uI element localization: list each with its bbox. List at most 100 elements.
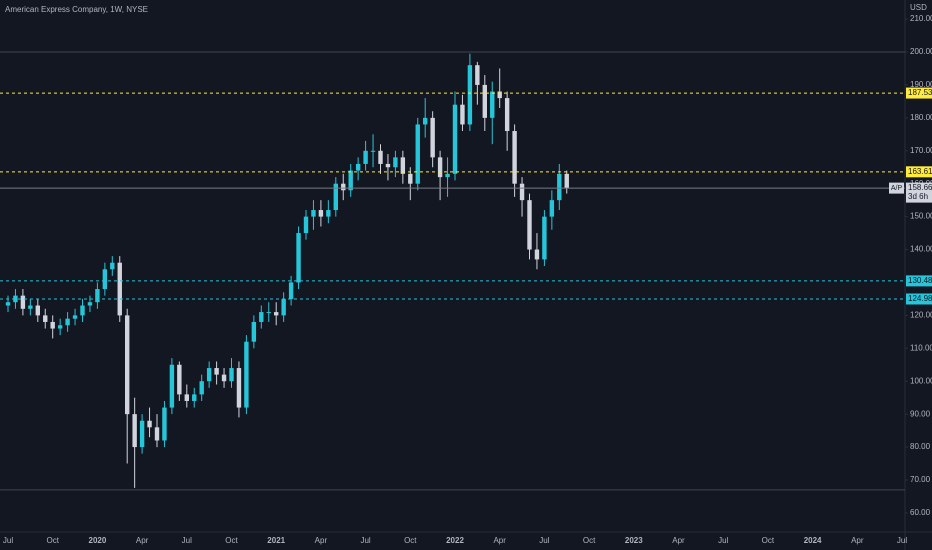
y-tick-label: 170.00 [910, 146, 932, 155]
candle-body [460, 104, 465, 125]
symbol-label: A/P [891, 185, 903, 192]
candle-body [125, 315, 130, 415]
y-tick-label: 80.00 [910, 442, 931, 451]
y-tick-label: 70.00 [910, 475, 931, 484]
candle-body [370, 150, 376, 152]
level-label: 130.48 [908, 276, 932, 285]
candle-body [221, 374, 227, 382]
candle-body [348, 170, 353, 191]
candle-body [199, 381, 204, 395]
candle-body [65, 318, 70, 326]
candle-body [132, 414, 137, 448]
candle-body [154, 427, 160, 441]
x-tick-label: Jul [3, 536, 13, 545]
x-tick-label: Oct [583, 536, 596, 545]
y-tick-label: 210.00 [910, 14, 932, 23]
y-tick-label: 120.00 [910, 310, 932, 319]
candle-body [177, 364, 182, 395]
y-tick-label: 140.00 [910, 245, 932, 254]
x-tick-label: Apr [136, 536, 149, 545]
x-tick-label: 2021 [267, 536, 285, 545]
candle-body [244, 341, 249, 408]
candle-body [5, 302, 11, 306]
candle-body [28, 305, 33, 309]
candle-body [452, 104, 458, 174]
candle-body [311, 210, 316, 217]
y-tick-label: 150.00 [910, 212, 932, 221]
candle-body [437, 157, 443, 178]
candle-body [475, 65, 480, 85]
x-tick-label: Jul [539, 536, 549, 545]
candle-body [430, 117, 435, 158]
candle-body [102, 269, 108, 290]
candle-body [341, 183, 346, 191]
y-tick-label: 60.00 [910, 508, 931, 517]
symbol-tag [889, 182, 904, 194]
candle-body [147, 420, 152, 428]
candle-body [445, 173, 450, 178]
chart-title: American Express Company, 1W, NYSE [5, 5, 148, 14]
x-tick-label: Apr [493, 536, 506, 545]
candle-body [95, 289, 100, 303]
candle-body [13, 295, 18, 303]
candle-body [326, 210, 331, 217]
x-tick-label: Oct [46, 536, 59, 545]
candle-body [557, 173, 562, 201]
x-tick-label: Apr [672, 536, 685, 545]
candle-body [423, 117, 428, 125]
candle-body [110, 262, 115, 270]
candle-body [400, 157, 406, 174]
candle-body [192, 394, 197, 401]
x-tick-label: Jul [718, 536, 728, 545]
candle-body [214, 368, 219, 375]
x-tick-label: Jul [182, 536, 192, 545]
candle-body [542, 216, 547, 260]
candle-body [229, 368, 234, 382]
candle-body [162, 407, 167, 441]
candle-body [497, 91, 502, 99]
y-tick-label: 100.00 [910, 376, 932, 385]
candle-body [72, 315, 78, 319]
x-tick-label: 2024 [804, 536, 822, 545]
countdown: 3d 6h [908, 192, 928, 201]
x-tick-label: Oct [225, 536, 238, 545]
x-tick-label: 2022 [446, 536, 464, 545]
candle-body [482, 84, 487, 118]
candle-body [549, 200, 555, 217]
candle-body [363, 150, 368, 164]
candle-body [303, 216, 309, 234]
candle-body [251, 321, 257, 342]
candle-body [35, 305, 40, 316]
candle-body [87, 302, 93, 306]
level-tag [906, 87, 932, 99]
candle-body [296, 233, 301, 283]
candle-body [393, 157, 398, 168]
candle-body [333, 183, 338, 211]
last-price-tag [906, 182, 932, 203]
candle-body [534, 249, 540, 260]
candle-body [385, 163, 391, 168]
level-tag [906, 166, 932, 178]
y-tick-label: 190.00 [910, 80, 932, 89]
candle-body [527, 200, 532, 250]
y-tick-label: 110.00 [910, 343, 932, 352]
x-tick-label: 2023 [625, 536, 643, 545]
candle-body [318, 210, 324, 217]
candle-body [355, 163, 361, 171]
level-label: 124.98 [908, 294, 932, 303]
candle-body [50, 321, 55, 329]
candle-body [288, 282, 294, 299]
candle-body [80, 305, 85, 316]
candle-body [415, 124, 420, 184]
candle-body [512, 131, 517, 184]
candle-body [266, 312, 271, 314]
level-label: 163.61 [908, 167, 932, 176]
x-tick-label: Oct [762, 536, 775, 545]
candle-body [281, 298, 286, 316]
candle-body [504, 98, 510, 132]
candle-body [43, 315, 48, 322]
x-tick-label: Oct [404, 536, 417, 545]
level-label: 187.53 [908, 88, 932, 97]
candle-body [378, 150, 383, 164]
